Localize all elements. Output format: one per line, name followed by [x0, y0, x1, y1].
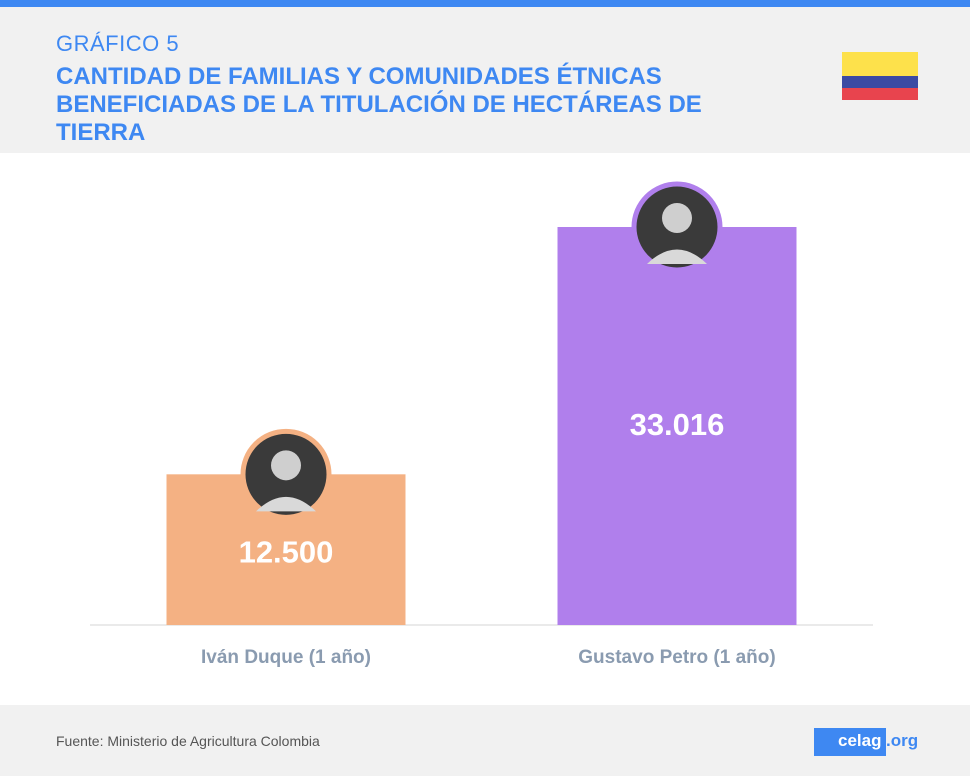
flag-stripe-blue: [842, 76, 918, 88]
chart-title: CANTIDAD DE FAMILIAS Y COMUNIDADES ÉTNIC…: [56, 63, 702, 146]
category-label: Iván Duque (1 año): [201, 647, 371, 668]
data-label: 12.500: [239, 534, 334, 569]
flag-stripe-red: [842, 88, 918, 100]
chart-header: GRÁFICO 5 CANTIDAD DE FAMILIAS Y COMUNID…: [0, 7, 970, 153]
logo-tld: .org: [886, 731, 919, 750]
flag-stripe-yellow: [842, 52, 918, 76]
bar: [557, 227, 797, 625]
avatar-head: [662, 203, 692, 233]
source-note: Fuente: Ministerio de Agricultura Colomb…: [56, 733, 320, 749]
top-accent-bar: [0, 0, 970, 7]
chart-footer: Fuente: Ministerio de Agricultura Colomb…: [0, 705, 970, 776]
data-label: 33.016: [630, 407, 725, 442]
avatar-shoulders: [256, 496, 316, 512]
category-label: Gustavo Petro (1 año): [578, 647, 775, 668]
bar-chart: 12.500 Iván Duque (1 año) 33.016 Gustavo Pe…: [90, 181, 873, 668]
chart-kicker: GRÁFICO 5: [56, 31, 180, 56]
logo-text: celag: [838, 731, 882, 750]
avatar-shoulders: [647, 249, 707, 264]
avatar-head: [271, 450, 301, 481]
colombia-flag-icon: [842, 52, 918, 100]
logo-box: [814, 728, 886, 756]
